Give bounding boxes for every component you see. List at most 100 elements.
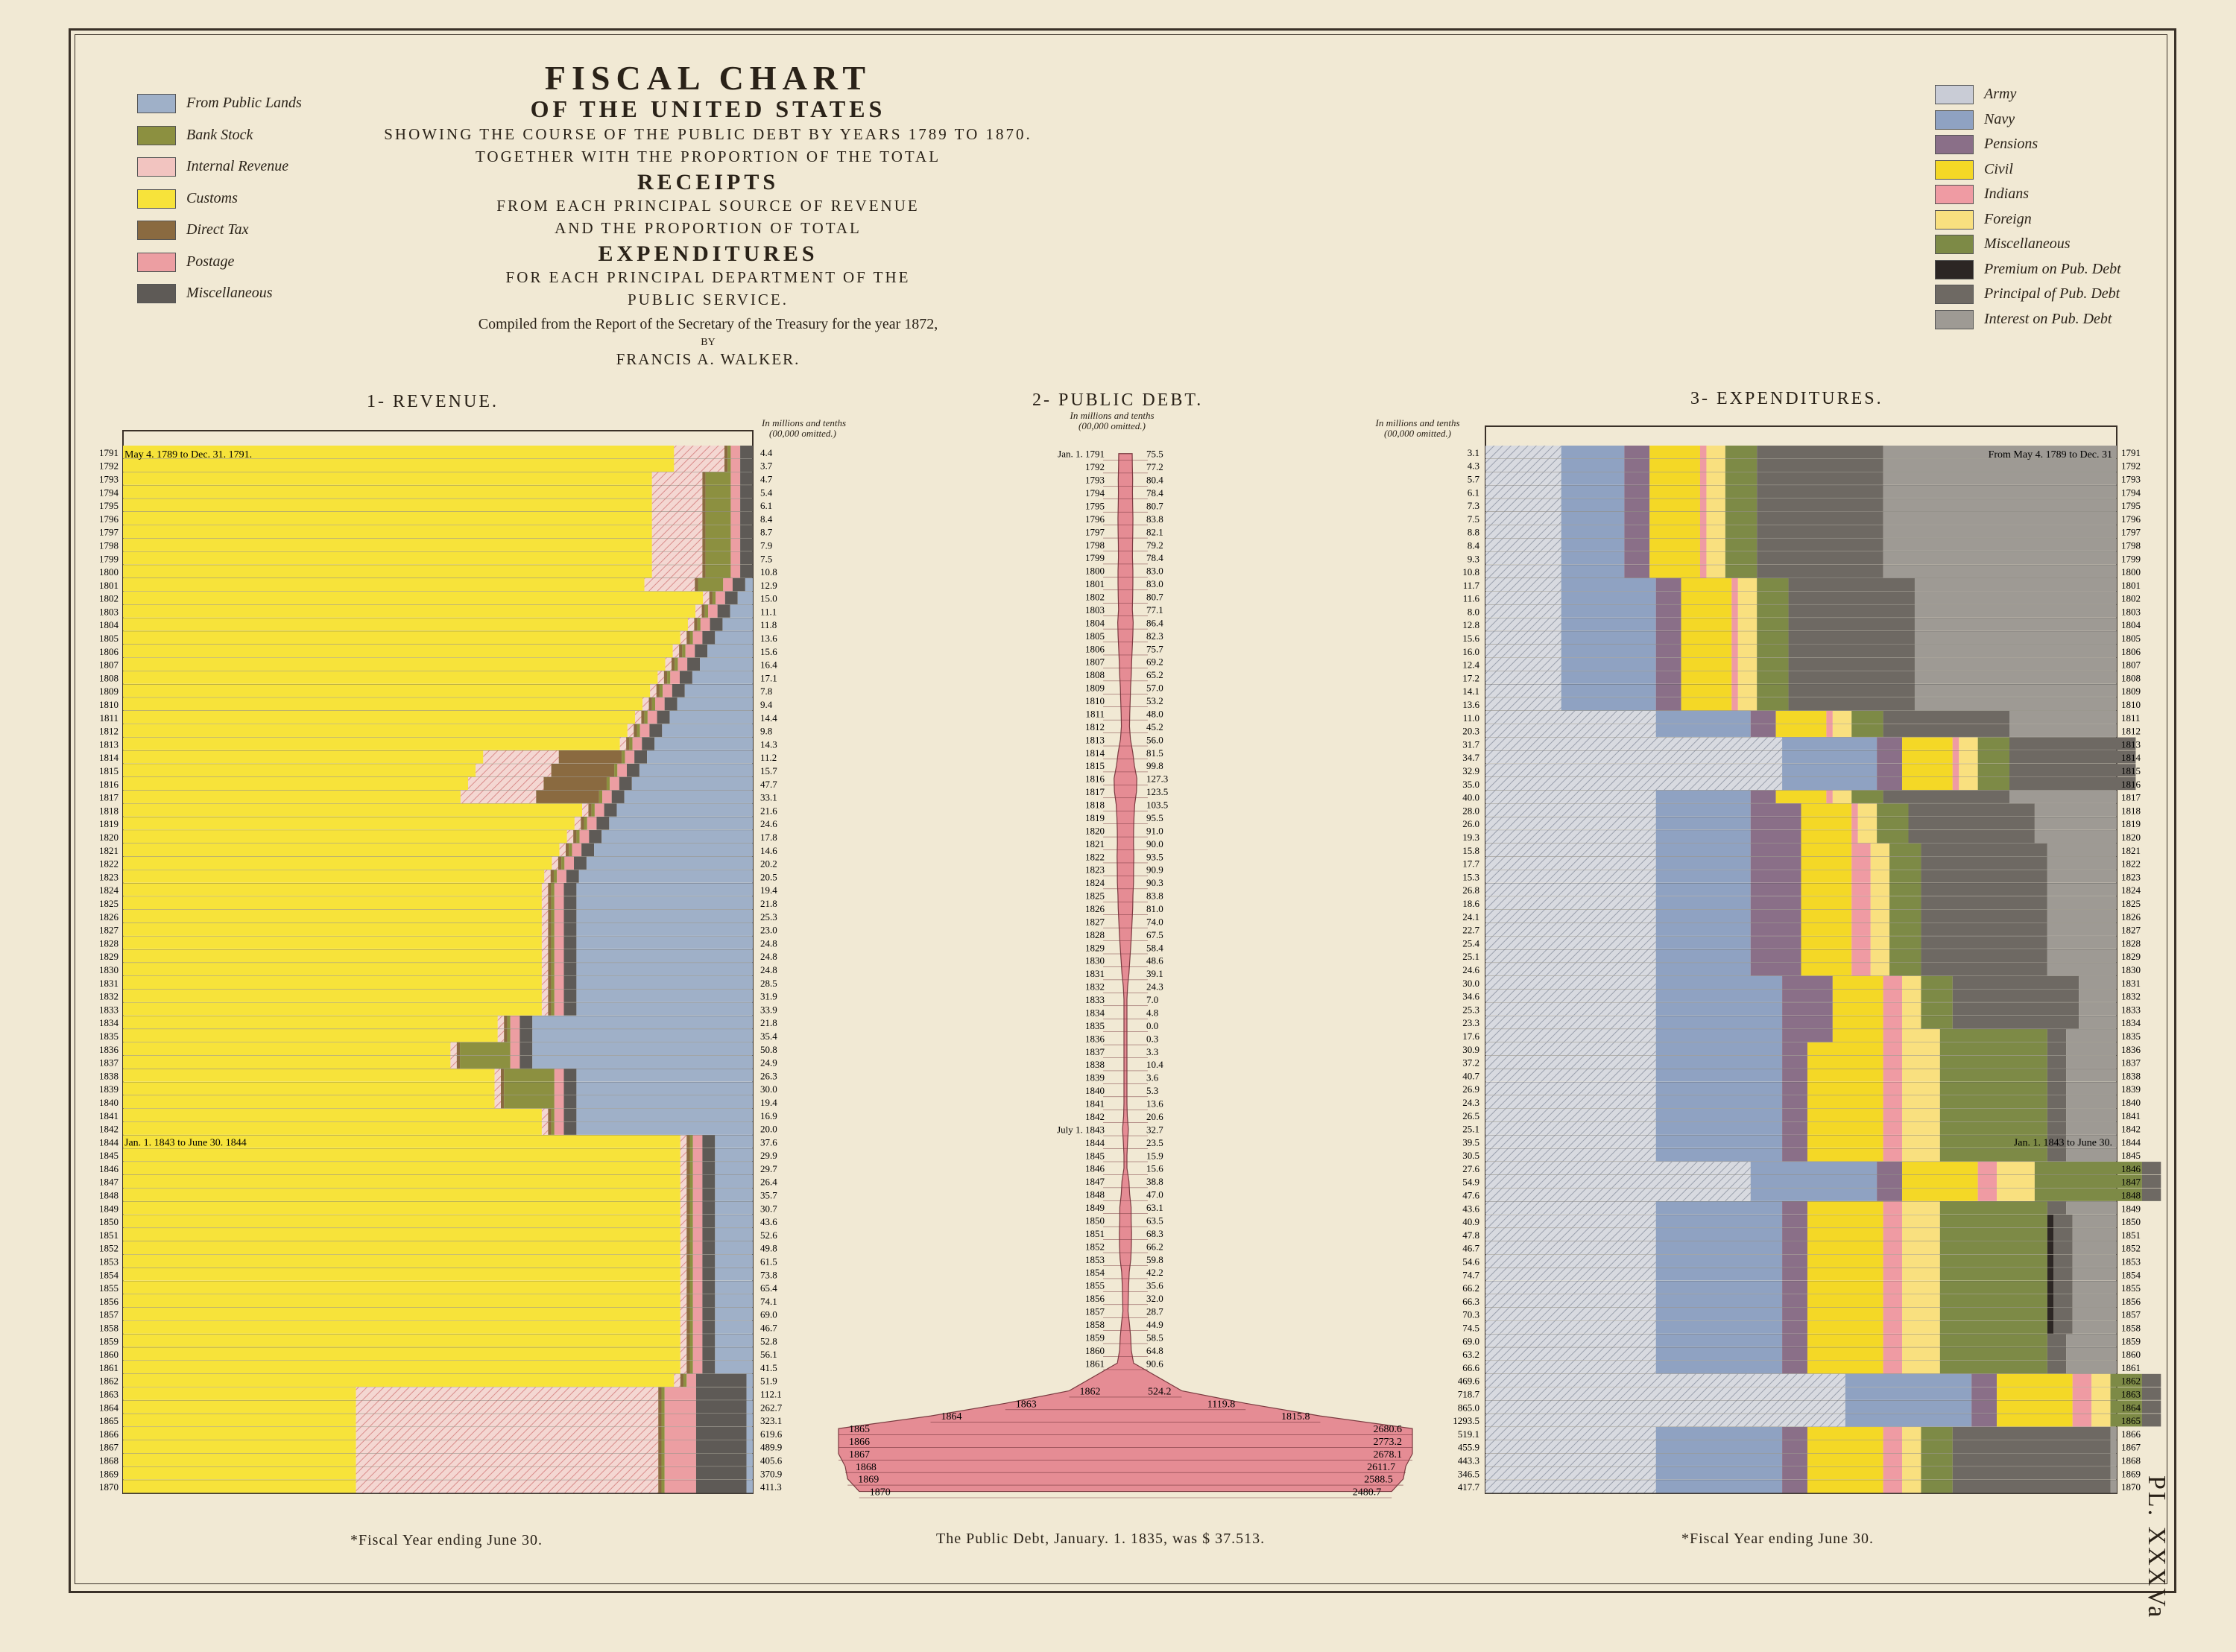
revenue-total-label: 24.8 [760,964,777,975]
revenue-year-label: 1820 [99,832,119,843]
revenue-bar-segment-internal [680,1361,687,1374]
debt-value-label: 42.2 [1146,1267,1163,1278]
expenditure-bar-segment-army [1485,750,1783,764]
revenue-bar-segment-bank [683,1373,687,1387]
expenditure-total-label: 17.6 [1462,1031,1479,1042]
expenditure-bar-segment-interest [2047,936,2117,949]
public-debt-shape [838,453,1413,1493]
expenditure-total-label: 74.5 [1462,1323,1479,1334]
revenue-bar-segment-postage [685,644,695,658]
revenue-bar-segment-customs [123,975,542,990]
expenditure-bar-segment-pensions [1655,631,1681,645]
main-title: FISCAL CHART [544,59,872,97]
subtitle: OF THE UNITED STATES [530,95,886,122]
revenue-bar-segment-postage [700,618,710,631]
revenue-year-label: 1807 [99,659,119,671]
expenditure-year-label: 1854 [2121,1269,2141,1280]
expenditure-bar-segment-principal [2141,1400,2161,1414]
revenue-bar-segment-lands [715,1215,753,1228]
revenue-bar-segment-direct [558,750,622,764]
debt-value-label: 93.5 [1146,851,1163,862]
debt-year-label: 1837 [1085,1046,1105,1057]
expenditure-bar-segment-navy [1655,1042,1783,1056]
revenue-bar-segment-postage [510,1042,520,1056]
revenue-bar-segment-customs [123,1414,356,1427]
expenditure-bar-segment-foreign [1870,883,1890,896]
expenditure-bar-segment-navy [1655,909,1751,923]
revenue-bar-segment-direct [548,909,552,923]
revenue-bar-segment-bank [661,1387,665,1400]
expenditure-year-label: 1849 [2121,1203,2141,1214]
expenditure-bar-segment-interest [2066,1095,2117,1109]
revenue-bar-segment-internal [559,843,566,857]
revenue-bar-segment-direct [543,776,607,791]
revenue-total-label: 19.4 [760,884,777,896]
expenditure-bar-segment-navy [1561,458,1625,472]
expenditure-total-label: 40.7 [1462,1070,1479,1081]
revenue-bar-segment-misc [627,764,639,777]
expenditure-bar-segment-navy [1561,657,1656,671]
revenue-bar-segment-customs [123,737,620,750]
revenue-total-label: 7.8 [760,686,772,697]
revenue-year-label: 1849 [99,1203,119,1214]
expenditure-year-label: 1805 [2121,633,2141,644]
revenue-bar-segment-internal [541,1108,549,1122]
debt-year-label: 1828 [1085,929,1105,940]
expenditure-year-label: 1791 [2121,447,2141,458]
revenue-bar-segment-direct [581,817,584,830]
revenue-bar-segment-misc [563,949,577,963]
revenue-total-label: 24.8 [760,951,777,962]
legend-label: From Public Lands [186,95,302,111]
expenditure-bar-segment-civil [1997,1387,2073,1400]
expenditure-bar-segment-misc [1757,684,1789,697]
expenditure-bar-segment-army [1485,1347,1656,1361]
revenue-bar-segment-postage [510,1055,520,1069]
revenue-year-label: 1825 [99,898,119,909]
debt-year-label: 1806 [1085,643,1105,654]
revenue-total-label: 7.5 [760,553,772,564]
revenue-bar-segment-bank [689,1254,693,1268]
expenditure-bar-segment-indians [1883,1281,1903,1294]
expenditure-bar-segment-principal [2053,1294,2073,1308]
expenditure-bar-segment-army [1485,618,1561,631]
revenue-bar-segment-direct [694,618,698,631]
revenue-bar-segment-misc [717,604,730,618]
expenditure-bar-segment-foreign [1902,1042,1940,1056]
debt-late-value: 2588.5 [1364,1475,1393,1486]
expenditure-bar-segment-pensions [1782,1307,1807,1321]
expenditure-bar-segment-civil [1807,1135,1883,1148]
expenditure-bar-segment-principal [2047,1069,2067,1082]
expenditure-bar-segment-pensions [1750,896,1801,910]
debt-unit-note: In millions and tenths (00,000 omitted.) [1052,411,1172,431]
expenditure-bar-segment-misc [1939,1055,2047,1069]
revenue-bar-segment-postage [554,1002,564,1016]
revenue-bar-segment-internal [634,710,642,724]
revenue-bar-segment-misc [563,1069,577,1082]
expenditure-bar-segment-principal [1921,949,2047,963]
expenditure-bar-segment-interest [2066,1347,2117,1361]
expenditure-bar-segment-pensions [1782,1228,1807,1241]
expenditure-total-label: 3.1 [1468,447,1479,458]
revenue-bar-segment-bank [651,697,656,711]
expenditure-bar-segment-misc [1977,764,2010,777]
expenditure-bar-segment-interest [1914,671,2117,684]
debt-value-label: 82.1 [1146,526,1163,537]
revenue-total-label: 14.3 [760,738,777,750]
expenditure-bar-segment-civil [1801,830,1852,844]
expenditure-bar-segment-misc [1939,1215,2047,1228]
expenditure-bar-segment-pensions [1624,472,1650,485]
expenditure-bar-segment-indians [1883,1069,1903,1082]
revenue-bar-segment-internal [494,1069,501,1082]
revenue-bar-segment-direct [686,1294,690,1308]
expenditure-bar-segment-principal [2053,1254,2073,1268]
expenditure-bar-segment-civil [1807,1069,1883,1082]
revenue-bar-segment-lands [722,618,753,631]
expenditure-bar-segment-interest [2066,1108,2117,1122]
expenditure-bar-segment-navy [1750,1188,1877,1201]
revenue-bar-segment-misc [702,1254,716,1268]
expenditure-bar-segment-principal [1757,538,1883,551]
debt-year-label: 1859 [1085,1332,1105,1343]
expenditure-bar-segment-civil [1807,1427,1883,1440]
revenue-bar-segment-postage [692,1241,703,1255]
expenditure-bar-segment-principal [1921,856,2047,870]
